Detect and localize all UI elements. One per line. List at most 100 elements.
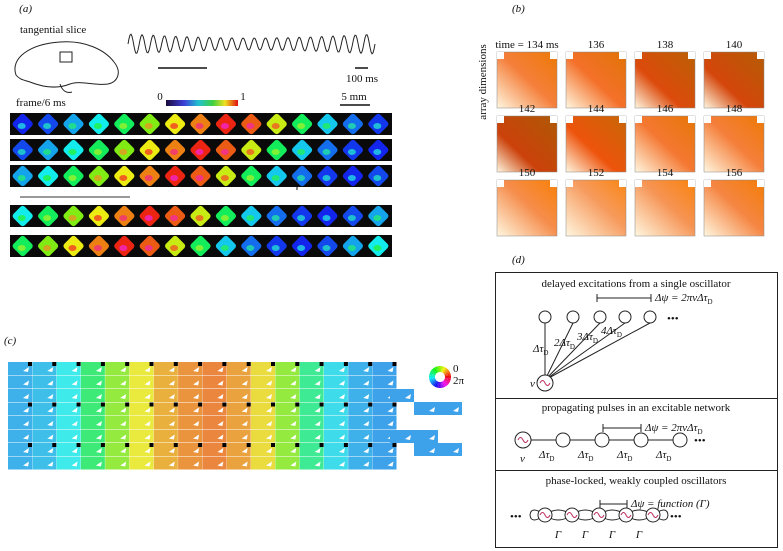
activity-core: [17, 149, 26, 155]
corner: [635, 116, 642, 123]
phase-tile: [8, 402, 32, 416]
phase-tile: [8, 375, 32, 389]
wheel-sector: [429, 373, 436, 377]
mask: [271, 362, 275, 366]
oscillator: [555, 432, 571, 448]
phase-arrow: [405, 435, 411, 440]
section-title: delayed excitations from a single oscill…: [541, 278, 730, 290]
frame-time: 142: [519, 103, 536, 115]
phase-tile: [32, 456, 57, 470]
wheel-sector: [430, 369, 437, 375]
mask: [149, 362, 154, 366]
phase-tile: [251, 362, 275, 375]
label-subscript: D: [627, 455, 632, 463]
phase-map: [634, 51, 696, 109]
label-text: Δτ: [655, 449, 667, 461]
phase-tile: [299, 362, 324, 375]
phase-arrow: [314, 367, 321, 372]
phase-arrow: [387, 461, 394, 467]
phase-arrow: [193, 421, 200, 426]
activity-core: [297, 149, 306, 155]
phase-arrow: [314, 448, 321, 453]
mask: [100, 362, 105, 366]
phase-arrow: [453, 448, 459, 453]
phase-tile: [202, 443, 227, 456]
phase-arrow: [429, 435, 435, 440]
phase-arrow: [47, 394, 54, 399]
sine: [647, 512, 659, 518]
label-subscript: D: [617, 331, 622, 339]
mask: [246, 402, 251, 407]
phase-tile: [348, 429, 373, 443]
activity-core: [144, 123, 153, 129]
mask: [76, 402, 81, 407]
panel-label: (a): [19, 3, 32, 15]
phase-arrow: [47, 380, 54, 386]
phase-tile: [178, 375, 203, 389]
wheel-sector: [444, 377, 451, 381]
corner: [688, 116, 695, 123]
activity-core: [220, 215, 229, 221]
lfp-trace: [127, 33, 376, 55]
phase-arrow: [241, 367, 248, 372]
phase-tile: [202, 456, 227, 470]
activity-core: [373, 149, 382, 155]
phase-arrow: [338, 434, 345, 440]
activity-core: [246, 175, 255, 181]
colorbar-max: 1: [240, 91, 246, 103]
phase-arrow: [217, 407, 224, 413]
phase-map: [634, 179, 696, 237]
phase-tile: [178, 456, 203, 470]
phase-tile: [56, 362, 81, 375]
activity-core: [195, 215, 204, 221]
phase-tile: [32, 416, 57, 429]
phase-tile: [153, 402, 178, 416]
phase-arrow: [338, 380, 345, 386]
colorbar: [166, 100, 238, 106]
phase-arrow: [168, 407, 175, 413]
frame-time: 144: [588, 103, 605, 115]
label-subscript: D: [543, 349, 548, 357]
mask: [222, 443, 227, 447]
frame-time: 154: [657, 167, 674, 179]
activity-core: [271, 245, 280, 251]
phase-map: [703, 115, 765, 173]
wheel-sector: [436, 381, 440, 388]
phase-arrow: [71, 407, 78, 413]
wheel-sector: [436, 366, 440, 373]
label: 2ΔτD: [554, 337, 575, 351]
wheel-sector: [434, 381, 439, 388]
phase-tile: [105, 389, 130, 402]
sine: [539, 512, 551, 518]
phase-tile: [348, 416, 373, 429]
activity-core: [373, 245, 382, 251]
phase-tile: [56, 389, 81, 402]
activity-core: [271, 215, 280, 221]
phase-map: [496, 51, 558, 109]
connection: [544, 322, 626, 381]
panel-label: (c): [4, 335, 17, 347]
phase-arrow: [71, 448, 78, 453]
wheel-sector: [431, 368, 437, 374]
phase-tile: [80, 375, 105, 389]
phase-arrow: [338, 448, 345, 453]
ellipsis: •••: [670, 511, 682, 523]
phase-arrow: [168, 448, 175, 453]
phase-tile: [56, 456, 81, 470]
activity-core: [271, 149, 280, 155]
phase-arrow: [338, 394, 345, 399]
corner: [688, 52, 695, 59]
mask: [246, 362, 251, 366]
phase-tile: [56, 443, 81, 456]
phase-arrow: [168, 421, 175, 426]
activity-core: [373, 215, 382, 221]
mask: [222, 402, 227, 407]
phase-arrow: [217, 421, 224, 426]
wheel-sector: [434, 366, 439, 373]
phase-arrow: [71, 461, 78, 467]
phase-tile: [438, 402, 462, 415]
mask: [100, 443, 105, 447]
activity-core: [93, 175, 102, 181]
phase-tile: [32, 402, 57, 416]
